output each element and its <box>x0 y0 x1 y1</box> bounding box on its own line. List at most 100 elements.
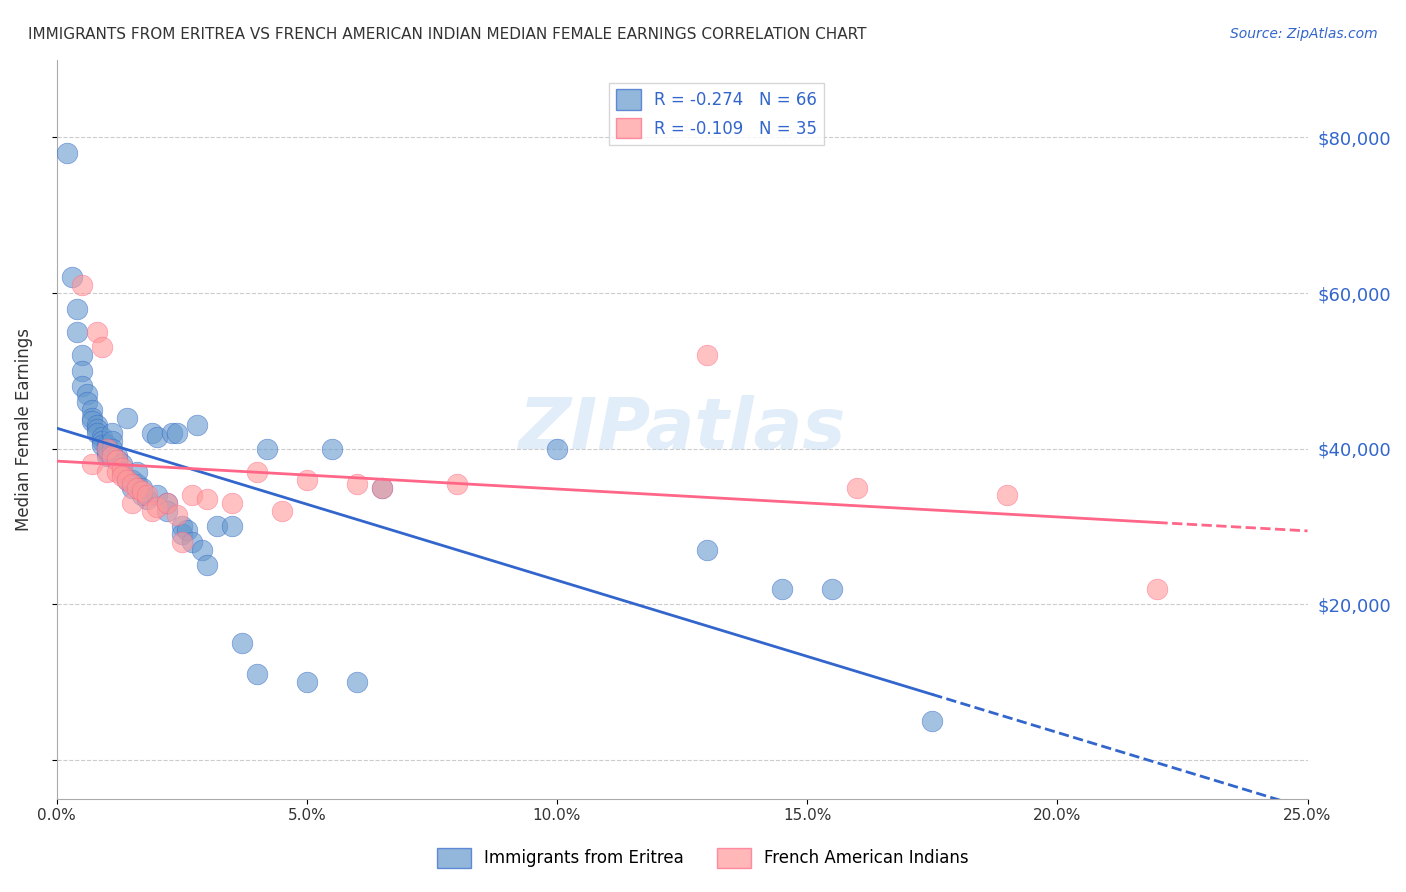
Point <box>96 450 118 464</box>
Point <box>295 473 318 487</box>
Point <box>221 519 243 533</box>
Point <box>86 426 108 441</box>
Point <box>921 714 943 728</box>
Point <box>111 468 134 483</box>
Point <box>246 667 269 681</box>
Point <box>70 379 93 393</box>
Point <box>105 453 128 467</box>
Point <box>86 422 108 436</box>
Point <box>90 430 112 444</box>
Point <box>180 488 202 502</box>
Point <box>65 301 87 316</box>
Point <box>115 410 138 425</box>
Legend: R = -0.274   N = 66, R = -0.109   N = 35: R = -0.274 N = 66, R = -0.109 N = 35 <box>609 83 824 145</box>
Point <box>86 418 108 433</box>
Point <box>96 442 118 456</box>
Point <box>166 426 188 441</box>
Point <box>96 465 118 479</box>
Text: Source: ZipAtlas.com: Source: ZipAtlas.com <box>1230 27 1378 41</box>
Point <box>70 364 93 378</box>
Point <box>90 438 112 452</box>
Point <box>346 675 368 690</box>
Point <box>186 418 208 433</box>
Point <box>100 450 122 464</box>
Point <box>156 496 179 510</box>
Point <box>205 519 228 533</box>
Point <box>65 325 87 339</box>
Point <box>156 504 179 518</box>
Point <box>156 496 179 510</box>
Point <box>90 434 112 448</box>
Point <box>170 519 193 533</box>
Point <box>190 542 212 557</box>
Legend: Immigrants from Eritrea, French American Indians: Immigrants from Eritrea, French American… <box>430 841 976 875</box>
Point <box>371 481 394 495</box>
Point <box>270 504 292 518</box>
Point <box>121 496 143 510</box>
Point <box>170 527 193 541</box>
Point <box>195 492 218 507</box>
Point <box>846 481 869 495</box>
Point <box>131 488 153 502</box>
Point <box>170 535 193 549</box>
Point <box>100 426 122 441</box>
Point <box>321 442 343 456</box>
Point <box>135 488 157 502</box>
Point <box>121 481 143 495</box>
Point <box>125 465 148 479</box>
Text: ZIPatlas: ZIPatlas <box>519 394 846 464</box>
Point <box>770 582 793 596</box>
Point <box>100 442 122 456</box>
Point <box>80 414 103 428</box>
Point <box>86 325 108 339</box>
Point <box>76 395 98 409</box>
Text: IMMIGRANTS FROM ERITREA VS FRENCH AMERICAN INDIAN MEDIAN FEMALE EARNINGS CORRELA: IMMIGRANTS FROM ERITREA VS FRENCH AMERIC… <box>28 27 866 42</box>
Point <box>80 457 103 471</box>
Point <box>96 442 118 456</box>
Point <box>70 278 93 293</box>
Point <box>96 438 118 452</box>
Point <box>346 476 368 491</box>
Point <box>125 476 148 491</box>
Point <box>295 675 318 690</box>
Point <box>111 465 134 479</box>
Point <box>166 508 188 522</box>
Point <box>180 535 202 549</box>
Point <box>131 484 153 499</box>
Point <box>821 582 844 596</box>
Point <box>696 542 718 557</box>
Point <box>121 476 143 491</box>
Point <box>141 426 163 441</box>
Y-axis label: Median Female Earnings: Median Female Earnings <box>15 327 32 531</box>
Point <box>135 492 157 507</box>
Point <box>176 524 198 538</box>
Point <box>231 636 253 650</box>
Point <box>115 473 138 487</box>
Point <box>145 430 167 444</box>
Point <box>105 453 128 467</box>
Point <box>55 145 77 160</box>
Point <box>1146 582 1168 596</box>
Point <box>76 387 98 401</box>
Point <box>60 270 83 285</box>
Point <box>125 481 148 495</box>
Point <box>111 457 134 471</box>
Point <box>100 434 122 448</box>
Point <box>131 481 153 495</box>
Point <box>221 496 243 510</box>
Point <box>121 473 143 487</box>
Point <box>70 348 93 362</box>
Point <box>80 410 103 425</box>
Point <box>246 465 269 479</box>
Point <box>141 504 163 518</box>
Point <box>96 445 118 459</box>
Point <box>256 442 278 456</box>
Point <box>995 488 1018 502</box>
Point <box>115 473 138 487</box>
Point <box>105 450 128 464</box>
Point <box>160 426 183 441</box>
Point <box>105 465 128 479</box>
Point <box>145 500 167 514</box>
Point <box>696 348 718 362</box>
Point <box>371 481 394 495</box>
